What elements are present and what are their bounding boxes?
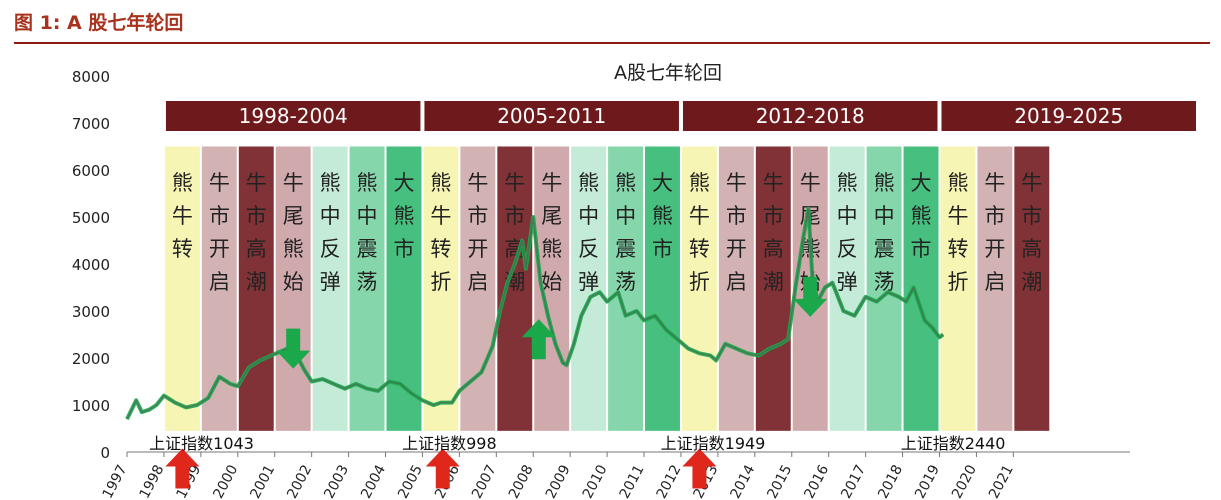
index-line [125,206,945,420]
y-tick-label: 5000 [72,209,110,227]
y-tick-label: 7000 [72,115,110,133]
phase-label: 牛市开启 [984,171,1005,294]
phase-label: 大熊市 [652,171,673,261]
phase-bands: 熊牛转牛市开启牛市高潮牛尾熊始熊中反弹熊中震荡大熊市熊牛转折牛市开启牛市高潮牛尾… [164,146,1050,431]
index-low-annotation: 上证指数1949 [661,434,766,453]
x-tick-label: 2010 [580,462,611,500]
phase-label: 熊牛转折 [430,171,451,294]
y-tick-label: 1000 [72,397,110,415]
x-tick-label: 2021 [986,462,1017,500]
annotations: 上证指数1043 上证指数998 上证指数1949 上证指数2440 [149,434,1005,453]
phase-label: 大熊市 [911,171,932,261]
phase-label: 牛尾熊始 [541,171,562,294]
index-low-annotation: 上证指数1043 [149,434,254,453]
x-tick-label: 2004 [358,462,389,500]
phase-band [164,146,200,431]
phase-label: 熊中震荡 [874,171,895,294]
y-tick-label: 8000 [72,68,110,86]
phase-label: 熊中反弹 [837,171,858,294]
green-down-arrow-icon [276,328,311,369]
phase-band [718,146,754,431]
phase-band [977,146,1013,431]
phase-band [275,146,311,431]
x-tick-label: 2018 [875,462,906,500]
x-tick-label: 2001 [247,462,278,500]
phase-label: 熊中震荡 [615,171,636,294]
x-tick-label: 2002 [284,462,315,500]
green-down-arrow-icon [793,276,828,317]
x-tick-label: 2005 [395,462,426,500]
index-series-shadow [126,207,944,420]
chart-title: A股七年轮回 [614,62,722,84]
x-tick-label: 2012 [654,462,685,500]
era-band [424,101,679,131]
phase-band [645,146,680,431]
x-tick-label: 1997 [100,462,131,500]
phase-label: 牛市开启 [726,171,747,294]
era-headers: 1998-2004 2005-2011 2012-2018 2019-2025 [165,101,1196,131]
x-tick-label: 2007 [469,462,500,500]
y-tick-label: 4000 [72,256,110,274]
y-tick-label: 6000 [72,162,110,180]
era-band [165,101,421,131]
figure-title: 图 1: A 股七年轮回 [14,12,184,34]
x-tick-label: 2011 [617,462,648,500]
era-label: 2005-2011 [497,104,606,128]
x-tick-label: 2014 [727,462,758,500]
phase-band [238,146,274,431]
phase-band [1014,146,1050,431]
x-tick-label: 2020 [949,462,980,500]
x-tick-label: 2017 [838,462,869,500]
phase-label: 牛市高潮 [246,171,267,294]
phase-label: 熊中反弹 [320,171,341,294]
x-tick-label: 2016 [801,462,832,500]
phase-label: 熊牛转折 [947,171,968,294]
phase-label: 熊中反弹 [578,171,599,294]
phase-label: 牛市高潮 [763,171,784,294]
era-label: 2019-2025 [1014,104,1123,128]
x-tick-label: 2000 [210,462,241,500]
phase-label: 熊中震荡 [357,171,378,294]
x-tick-label: 2019 [912,462,943,500]
phase-label: 牛市开启 [467,171,488,294]
arrow-markers [165,276,828,489]
phase-band [681,146,717,431]
red-up-arrow-icon [682,448,717,489]
index-low-annotation: 上证指数2440 [901,434,1006,453]
phase-band [423,146,459,431]
x-tick-label: 2003 [321,462,352,500]
index-low-annotation: 上证指数998 [402,434,497,453]
phase-band [940,146,976,431]
phase-band [755,146,791,431]
era-band [941,101,1196,131]
era-band [682,101,938,131]
green-up-arrow-icon [521,319,556,360]
y-tick-label: 2000 [72,350,110,368]
phase-label: 熊牛转折 [689,171,710,294]
phase-label: 熊牛转 [172,171,193,261]
era-label: 1998-2004 [239,104,348,128]
x-tick-label: 2008 [506,462,537,500]
phase-label: 大熊市 [393,171,414,261]
red-up-arrow-icon [425,448,460,489]
phase-band [571,146,607,431]
title-divider [14,42,1210,44]
y-tick-label: 3000 [72,303,110,321]
phase-label: 牛市开启 [209,171,230,294]
phase-band [866,146,902,431]
x-tick-label: 2015 [764,462,795,500]
x-tick-label: 1998 [137,462,168,500]
red-up-arrow-icon [165,448,200,489]
phase-band [497,146,533,431]
era-label: 2012-2018 [756,104,865,128]
phase-label: 牛市高潮 [1021,171,1042,294]
phase-label: 牛尾熊始 [283,171,304,294]
x-tick-label: 2009 [543,462,574,500]
phase-band [903,146,939,431]
y-tick-label: 0 [100,444,110,462]
phase-band [608,146,644,431]
